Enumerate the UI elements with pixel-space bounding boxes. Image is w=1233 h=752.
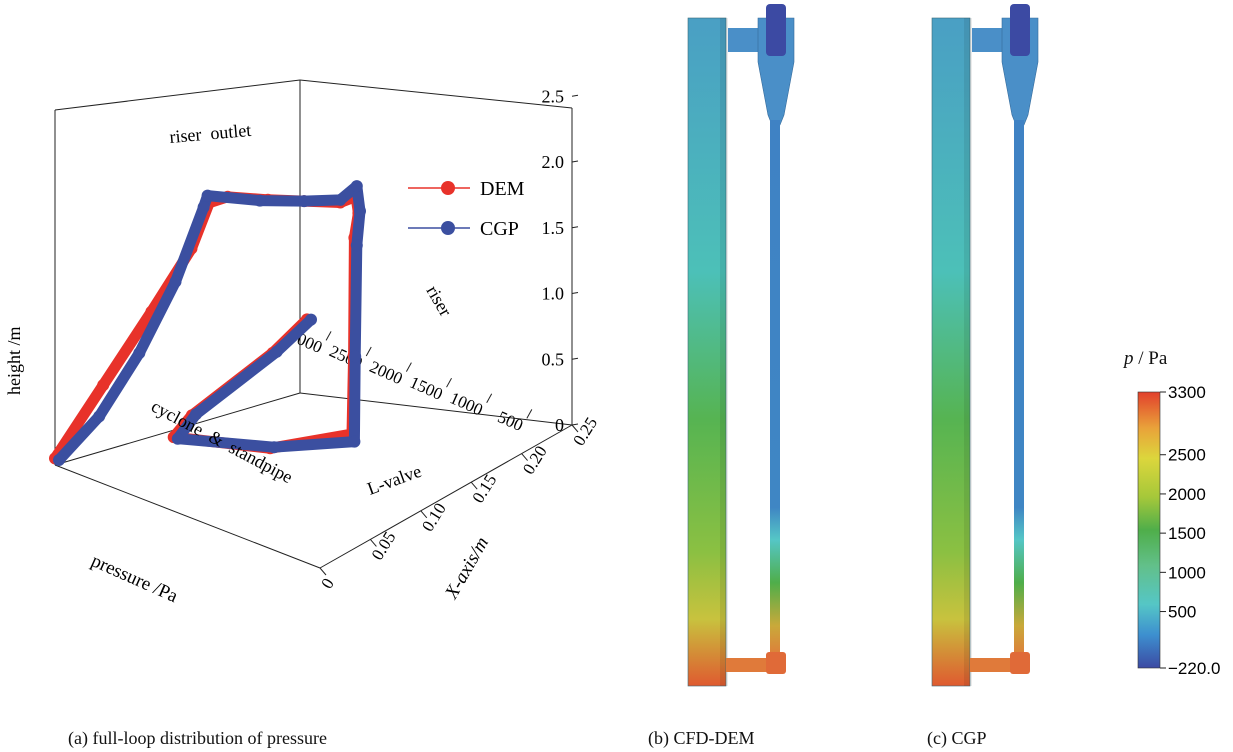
standpipe xyxy=(770,120,780,658)
colorbar-tick-label: 2500 xyxy=(1168,446,1206,465)
colorbar-tick-label: 3300 xyxy=(1168,383,1206,402)
annotation-riser-outlet: riser outlet xyxy=(169,120,252,147)
series-point-cgp xyxy=(53,454,65,466)
xaxis-tick-label: 0 xyxy=(317,575,338,592)
xaxis-tick xyxy=(571,424,579,433)
caption-b: (b) CFD-DEM xyxy=(648,728,755,748)
series-point-cgp xyxy=(197,201,210,214)
series-point-cgp xyxy=(349,350,362,363)
vortex-finder xyxy=(766,4,786,56)
xaxis-tick xyxy=(370,539,377,547)
pressure-tick xyxy=(365,346,372,357)
height-tick-label: 1.0 xyxy=(542,284,565,304)
legend-cgp-label: CGP xyxy=(480,218,519,240)
series-point-cgp xyxy=(133,347,146,360)
annotation-riser: riser xyxy=(423,282,456,320)
pressure-tick-label: 2000 xyxy=(367,357,406,388)
l-valve-pipe xyxy=(970,658,1014,672)
pressure-axis-title: pressure /Pa xyxy=(88,550,181,607)
pressure-tick-label: 500 xyxy=(495,407,526,435)
legend-dem-label: DEM xyxy=(480,178,525,200)
pressure-tick-label: 1000 xyxy=(447,388,486,419)
riser-shade xyxy=(964,18,972,686)
series-point-cgp xyxy=(354,205,366,218)
colorbar xyxy=(1137,391,1161,669)
axis-ticks: 00.51.01.52.02.5500100015002000250030000… xyxy=(286,86,601,592)
pressure-tick-label: 1500 xyxy=(407,373,446,404)
series-point-cgp xyxy=(93,410,106,423)
series-point-cgp xyxy=(190,408,202,421)
l-valve-box xyxy=(1010,652,1030,674)
xaxis-tick xyxy=(319,567,327,576)
standpipe xyxy=(1014,120,1024,658)
height-tick-label: 0 xyxy=(555,415,564,435)
height-tick-label: 2.5 xyxy=(542,86,565,106)
series-point-cgp xyxy=(350,180,363,193)
l-valve-box xyxy=(766,652,786,674)
height-tick-label: 0.5 xyxy=(542,349,565,369)
riser-column xyxy=(931,17,971,687)
height-tick xyxy=(571,94,579,97)
legend: DEM CGP xyxy=(408,178,525,240)
series-point-cgp xyxy=(171,432,184,445)
riser-shade xyxy=(720,18,728,686)
xaxis-tick-label: 0.05 xyxy=(368,528,400,563)
series-point-cgp xyxy=(253,194,266,207)
series-layer xyxy=(49,180,366,466)
xaxis-tick xyxy=(521,453,528,461)
pressure-tick xyxy=(526,409,533,419)
xaxis-tick-label: 0.25 xyxy=(569,414,601,449)
riser-column xyxy=(687,17,727,687)
xaxis-tick-label: 0.10 xyxy=(418,500,450,535)
series-point-cgp xyxy=(169,275,182,288)
series-point-cgp xyxy=(298,195,311,208)
colorbar-tick-label: 2000 xyxy=(1168,485,1206,504)
pressure-tick xyxy=(405,362,412,372)
height-tick xyxy=(571,423,579,426)
colorbar-title: p / Pa xyxy=(1124,348,1167,370)
series-point-cgp xyxy=(348,435,361,448)
xaxis-tick xyxy=(420,510,428,519)
vortex-finder xyxy=(1010,4,1030,56)
series-point-cgp xyxy=(305,313,317,326)
legend-cgp-marker xyxy=(441,221,455,235)
height-tick xyxy=(571,292,579,295)
pressure-tick xyxy=(325,331,332,341)
height-tick xyxy=(571,226,579,229)
l-valve-pipe xyxy=(726,658,770,672)
height-tick-label: 2.0 xyxy=(542,152,565,172)
series-point-cgp xyxy=(350,239,363,252)
colorbar-tick-label: 1000 xyxy=(1168,563,1206,582)
caption-a: (a) full-loop distribution of pressure xyxy=(68,728,327,748)
series-point-cgp xyxy=(270,345,283,358)
series-point-cgp xyxy=(268,441,281,454)
height-tick-label: 1.5 xyxy=(542,218,565,238)
height-axis-title: height /m xyxy=(4,327,24,396)
xaxis-title: X-axis/m xyxy=(441,534,493,604)
height-tick xyxy=(571,160,579,163)
pressure-tick xyxy=(486,393,493,404)
annotation-l-valve: L-valve xyxy=(365,461,424,499)
legend-dem-marker xyxy=(441,181,455,195)
colorbar-ticks: 3300 2500 2000 1500 1000 500 −220.0 xyxy=(1160,383,1220,678)
series-point-cgp xyxy=(334,193,347,206)
series-point-cgp xyxy=(201,189,214,202)
height-tick xyxy=(571,357,579,360)
colorbar-unit: / Pa xyxy=(1138,348,1168,369)
series-point-dem xyxy=(97,379,110,392)
contour-cgp xyxy=(931,4,1039,687)
contour-cfd-dem xyxy=(687,4,795,687)
pressure-tick xyxy=(446,377,452,388)
xaxis-tick-label: 0.20 xyxy=(519,442,551,477)
xaxis-tick xyxy=(470,481,478,490)
caption-c: (c) CGP xyxy=(927,728,987,748)
colorbar-tick-label: −220.0 xyxy=(1168,659,1220,678)
xaxis-tick-label: 0.15 xyxy=(468,471,500,506)
colorbar-tick-label: 500 xyxy=(1168,603,1196,622)
colorbar-variable: p xyxy=(1124,348,1134,369)
colorbar-tick-label: 1500 xyxy=(1168,524,1206,543)
